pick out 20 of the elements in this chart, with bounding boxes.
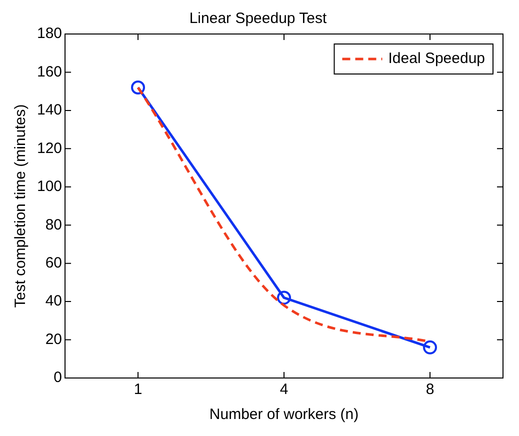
y-tick-label: 120 xyxy=(36,140,62,157)
x-axis-title: Number of workers (n) xyxy=(209,406,359,424)
y-tick-label: 20 xyxy=(45,330,62,348)
x-tick-label: 4 xyxy=(280,381,288,398)
x-tick-label: 8 xyxy=(426,381,434,398)
point xyxy=(277,290,292,305)
y-tick-label: 100 xyxy=(36,178,62,196)
y-tick-label: 180 xyxy=(36,25,62,42)
point xyxy=(423,340,438,354)
y-tick-label: 40 xyxy=(45,292,62,310)
point xyxy=(131,80,146,95)
y-tick-label: 80 xyxy=(45,216,62,234)
y-tick-label: 60 xyxy=(45,254,62,272)
y-axis-title: Test completion time (minutes) xyxy=(12,104,30,308)
x-tick-label: 1 xyxy=(134,381,142,398)
y-tick-label: 140 xyxy=(36,102,62,119)
y-tick-label: 0 xyxy=(54,369,62,386)
y-tick-label: 160 xyxy=(36,63,62,80)
legend-label: Ideal Speedup xyxy=(388,50,486,68)
chart-title: Linear Speedup Test xyxy=(189,10,328,28)
